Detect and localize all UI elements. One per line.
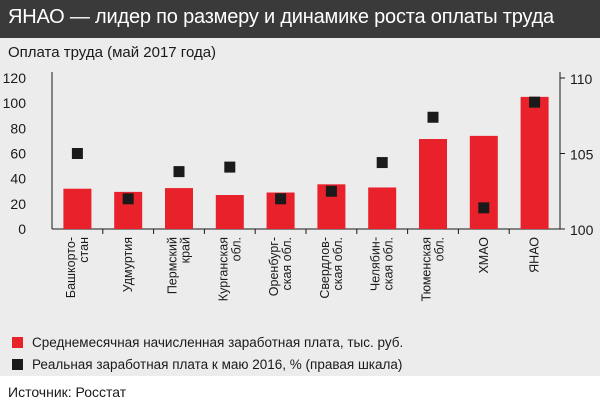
real-wage-marker bbox=[376, 157, 388, 169]
category-label: ЯНАО bbox=[528, 237, 542, 273]
y-left-tick-label: 0 bbox=[18, 221, 26, 237]
category-label-line: ЯНАО bbox=[528, 237, 542, 273]
category-label: Челябин-ская обл. bbox=[369, 237, 396, 291]
category-label-line: стан bbox=[77, 237, 91, 263]
category-label-line: Челябин- bbox=[369, 237, 383, 291]
legend-label-salary: Среднемесячная начисленная заработная пл… bbox=[32, 335, 404, 350]
category-label: Курганская обл. bbox=[216, 237, 243, 301]
source-note: Источник: Росстат bbox=[8, 384, 127, 400]
real-wage-marker bbox=[224, 161, 236, 173]
category-label: Пермский край bbox=[166, 237, 193, 294]
bar bbox=[419, 139, 447, 229]
category-label-line: обл. bbox=[229, 237, 243, 261]
y-left-tick-label: 20 bbox=[10, 196, 26, 212]
bar bbox=[469, 135, 498, 229]
bar bbox=[368, 187, 397, 229]
category-label: Башкорто-стан bbox=[64, 237, 91, 298]
y-right-tick-label: 105 bbox=[570, 147, 594, 163]
y-left-tick-label: 100 bbox=[3, 95, 27, 111]
real-wage-marker bbox=[529, 96, 541, 108]
legend-swatch-real-wage bbox=[12, 359, 23, 370]
y-left-tick-label: 80 bbox=[10, 120, 26, 136]
category-label-line: Свердлов- bbox=[318, 237, 332, 299]
y-right-tick-label: 110 bbox=[570, 71, 593, 87]
y-left-tick-label: 60 bbox=[10, 146, 26, 162]
real-wage-marker bbox=[275, 193, 287, 205]
bar bbox=[165, 188, 193, 229]
real-wage-marker bbox=[325, 185, 337, 197]
real-wage-marker bbox=[173, 166, 185, 178]
chart-panel bbox=[0, 38, 600, 376]
category-label-line: ская обл. bbox=[331, 237, 345, 291]
y-right-tick-label: 100 bbox=[570, 222, 594, 238]
bar bbox=[63, 188, 92, 229]
category-label-line: край bbox=[179, 237, 193, 263]
category-label-line: ская обл. bbox=[382, 237, 396, 291]
real-wage-marker bbox=[71, 148, 83, 159]
category-label-line: Башкорто- bbox=[64, 237, 78, 298]
chart-subtitle: Оплата труда (май 2017 года) bbox=[8, 44, 217, 61]
bar bbox=[520, 96, 549, 229]
category-label-line: обл. bbox=[433, 237, 447, 261]
category-label-line: Курганская bbox=[216, 237, 230, 301]
category-label-line: ХМАО bbox=[477, 237, 491, 274]
legend-label-real-wage: Реальная заработная плата к маю 2016, % … bbox=[32, 357, 403, 372]
category-label: Удмуртия bbox=[121, 237, 135, 292]
category-label-line: Оренбург- bbox=[267, 237, 281, 296]
real-wage-marker bbox=[122, 193, 134, 205]
real-wage-marker bbox=[478, 202, 490, 214]
category-label: Оренбург-ская обл. bbox=[267, 237, 294, 296]
y-left-tick-label: 120 bbox=[3, 70, 27, 86]
header-bar: ЯНАО — лидер по размеру и динамике роста… bbox=[0, 0, 600, 38]
category-label-line: Пермский bbox=[166, 237, 180, 294]
category-label-line: ская обл. bbox=[280, 237, 294, 291]
category-label: Свердлов-ская обл. bbox=[318, 237, 345, 299]
y-left-tick-label: 40 bbox=[10, 171, 26, 187]
chart-title: ЯНАО — лидер по размеру и динамике роста… bbox=[8, 6, 554, 28]
bar bbox=[215, 195, 244, 229]
real-wage-marker bbox=[427, 111, 439, 123]
legend-swatch-salary bbox=[12, 337, 23, 348]
category-label: ХМАО bbox=[477, 237, 491, 274]
category-label: Тюменская обл. bbox=[420, 237, 447, 301]
category-label-line: Тюменская bbox=[420, 237, 434, 301]
category-label-line: Удмуртия bbox=[121, 237, 135, 292]
